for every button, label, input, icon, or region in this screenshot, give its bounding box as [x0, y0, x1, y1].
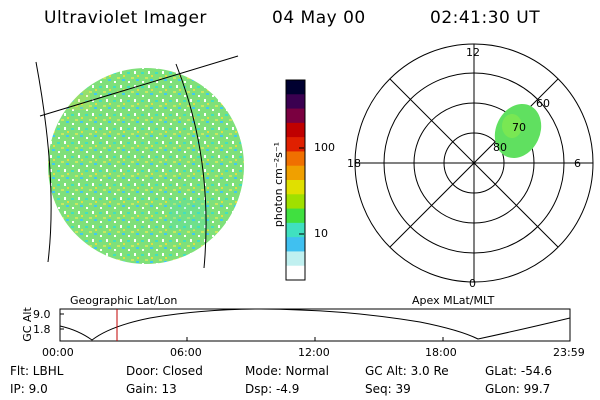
status-door: Door: Closed	[126, 364, 203, 378]
date-label: 04 May 00	[272, 8, 366, 28]
colorbar-segment	[286, 237, 305, 252]
timeline-xtick-4: 23:59	[553, 346, 585, 359]
colorbar	[285, 79, 306, 281]
status-flt: Flt: LBHL	[10, 364, 64, 378]
colorbar-segment	[286, 165, 305, 181]
status-seq: Seq: 39	[365, 382, 411, 396]
timeline-ytick-low: 1.8	[33, 323, 51, 336]
lat-label-80: 80	[493, 141, 507, 154]
status-mode: Mode: Normal	[245, 364, 329, 378]
colorbar-segment	[286, 122, 305, 138]
colorbar-segment	[286, 94, 305, 110]
colorbar-segment	[286, 108, 305, 124]
timeline-ylabel: GC Alt	[20, 307, 34, 342]
instrument-title: Ultraviolet Imager	[44, 8, 207, 28]
mlt-label-right: 6	[574, 157, 581, 170]
status-glon: GLon: 99.7	[485, 382, 551, 396]
colorbar-segment	[286, 180, 305, 195]
colorbar-segment	[286, 208, 305, 224]
colorbar-segment	[286, 222, 305, 238]
time-label: 02:41:30 UT	[430, 8, 541, 28]
timeline-xtick-1: 06:00	[170, 346, 202, 359]
status-gc-alt: GC Alt: 3.0 Re	[365, 364, 449, 378]
polar-plot	[354, 43, 594, 283]
timeline-xtick-2: 12:00	[298, 346, 330, 359]
status-ip: IP: 9.0	[10, 382, 48, 396]
uv-disk-image	[35, 55, 244, 269]
status-gain: Gain: 13	[126, 382, 177, 396]
timeline-ytick-high: 9.0	[33, 308, 51, 321]
colorbar-segment	[286, 194, 305, 210]
colorbar-frame	[285, 79, 306, 281]
colorbar-segment	[286, 151, 305, 167]
colorbar-tick-10: 10	[314, 227, 328, 240]
altitude-curve	[59, 308, 571, 341]
apex-label: Apex MLat/MLT	[412, 294, 495, 307]
lat-label-70: 70	[512, 121, 526, 134]
geographic-label: Geographic Lat/Lon	[70, 294, 178, 307]
colorbar-label: photon cm⁻²s⁻¹	[272, 141, 286, 228]
colorbar-tick-100: 100	[314, 141, 335, 154]
colorbar-segment	[286, 137, 305, 152]
altitude-timeline	[59, 308, 571, 342]
colorbar-segment	[286, 80, 305, 95]
lat-label-60: 60	[536, 97, 550, 110]
timeline-xtick-3: 18:00	[425, 346, 457, 359]
status-glat: GLat: -54.6	[485, 364, 552, 378]
mlt-label-left: 18	[347, 157, 361, 170]
colorbar-segment	[286, 265, 305, 281]
mlt-label-bottom: 0	[469, 277, 476, 290]
mlt-label-top: 12	[466, 46, 480, 59]
status-dsp: Dsp: -4.9	[245, 382, 300, 396]
colorbar-segment	[286, 251, 305, 267]
timeline-xtick-0: 00:00	[42, 346, 74, 359]
